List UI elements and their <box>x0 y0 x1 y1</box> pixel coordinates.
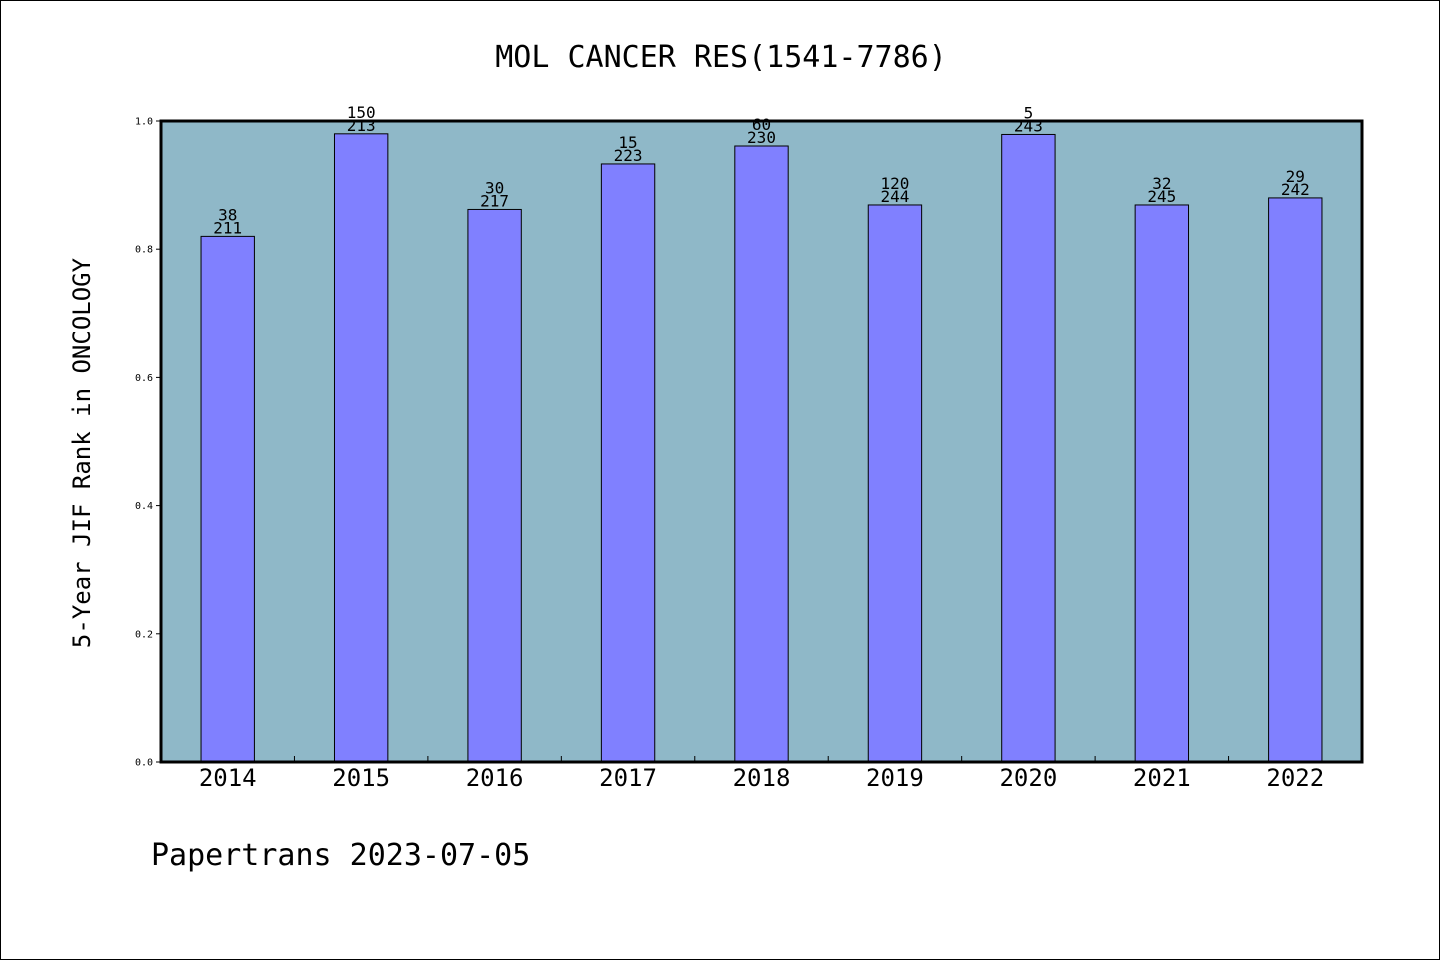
bar-label-rank: 120 <box>880 174 909 193</box>
bar-2015 <box>333 133 389 763</box>
y-tick-label: 0.0 <box>135 758 153 769</box>
x-tick-label: 2018 <box>733 764 791 792</box>
bar-label-rank: 32 <box>1152 174 1171 193</box>
bar-label-total: 242 <box>1281 180 1310 199</box>
bar-2014 <box>200 235 255 763</box>
bar-label-rank: 150 <box>347 103 376 122</box>
y-tick-label: 0.6 <box>135 373 153 384</box>
bar-label-total: 211 <box>213 218 242 237</box>
y-tick-label: 1.0 <box>135 117 153 128</box>
x-tick-label: 2016 <box>466 764 524 792</box>
x-tick-label: 2015 <box>332 764 390 792</box>
bar-label-rank: 15 <box>618 133 637 152</box>
bar-2022 <box>1268 197 1323 763</box>
chart-title: MOL CANCER RES(1541-7786) <box>495 40 947 75</box>
plot-border <box>159 119 1364 764</box>
x-axis-ticks: 2014 2015 2016 2017 2018 2019 2020 2021 2022 <box>199 756 1324 792</box>
x-tick-label: 2021 <box>1133 764 1191 792</box>
y-tick-label: 0.4 <box>135 501 153 512</box>
x-tick-label: 2014 <box>199 764 257 792</box>
bar-label-rank: 29 <box>1286 167 1305 186</box>
x-tick-label: 2022 <box>1266 764 1324 792</box>
bar-2016 <box>467 208 522 763</box>
x-tick-label: 2020 <box>999 764 1057 792</box>
bar-2017 <box>600 163 656 763</box>
bar-2020 <box>1001 133 1056 763</box>
bar-label-rank: 38 <box>218 205 237 224</box>
bar-label-rank: 5 <box>1024 103 1034 122</box>
x-tick-label: 2017 <box>599 764 657 792</box>
y-tick-label: 0.8 <box>135 245 153 256</box>
bar-2018 <box>734 145 789 763</box>
bar-label-total: 244 <box>880 187 909 206</box>
bar-label-rank: 60 <box>752 115 771 134</box>
bar-label-rank: 30 <box>485 178 504 197</box>
y-tick-label: 0.2 <box>135 629 153 640</box>
bar-label-total: 223 <box>614 146 643 165</box>
bar-2019 <box>867 204 923 763</box>
y-axis-ticks: 0.0 0.2 0.4 0.6 0.8 1.0 <box>135 117 161 769</box>
y-axis-label: 5-Year JIF Rank in ONCOLOGY <box>68 257 96 648</box>
footer-text: Papertrans 2023-07-05 <box>151 838 530 873</box>
bar-label-total: 217 <box>480 191 509 210</box>
bar-label-total: 245 <box>1147 187 1176 206</box>
x-tick-label: 2019 <box>866 764 924 792</box>
bar-label-total: 230 <box>747 128 776 147</box>
bar-2021 <box>1134 204 1190 763</box>
